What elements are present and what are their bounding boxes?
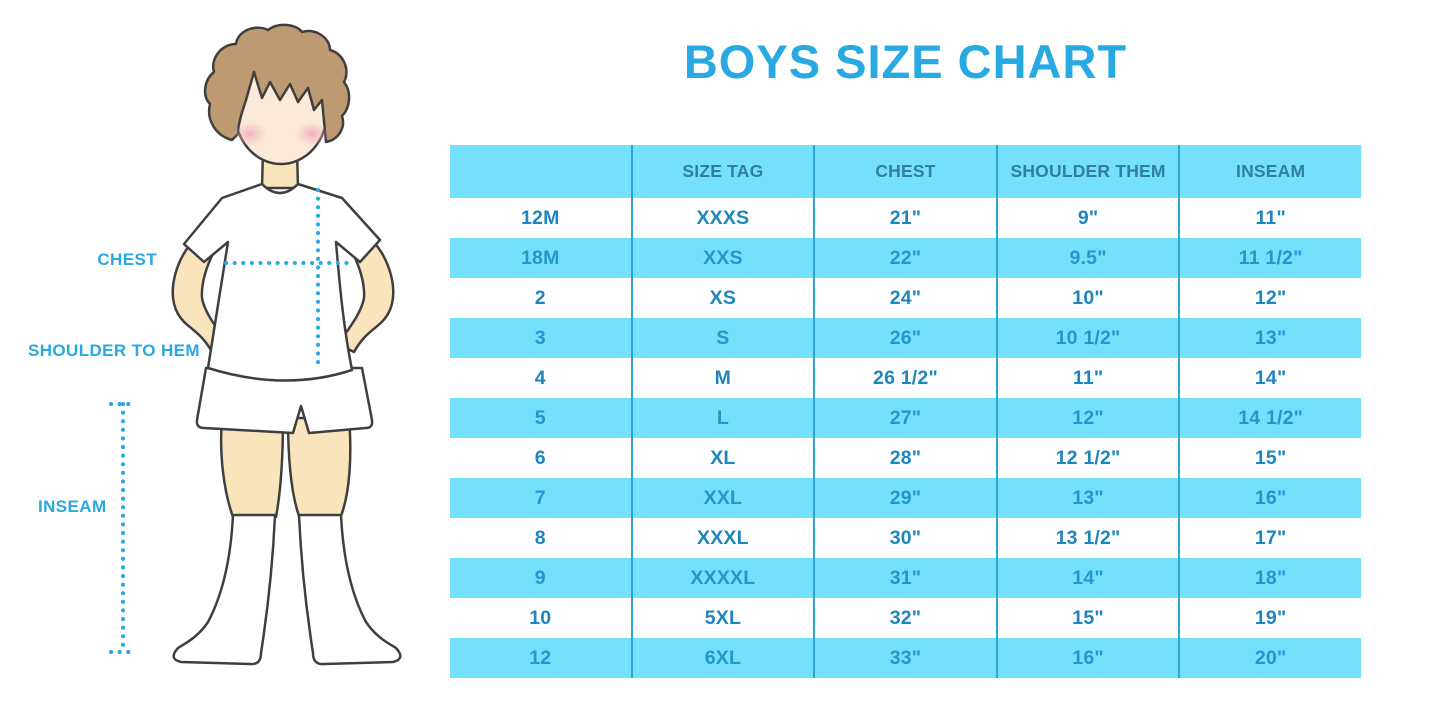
table-cell: XL	[630, 438, 814, 478]
table-cell: 12M	[521, 206, 560, 229]
table-cell: XXL	[630, 478, 814, 518]
boy-shorts	[195, 366, 374, 435]
table-cell: 18M	[521, 246, 560, 269]
table-cell: 6XL	[630, 638, 814, 678]
table-cell: 27"	[813, 398, 996, 438]
table-cell: 11"	[1178, 198, 1361, 238]
table-row: 10 5XL 32" 15" 19"	[450, 598, 1361, 638]
table-cell: M	[630, 358, 814, 398]
header-cell-blank	[450, 145, 631, 198]
measurement-figure: CHEST SHOULDER TO HEM INSEAM	[0, 0, 450, 723]
table-row: 12 6XL 33" 16" 20"	[450, 638, 1361, 678]
table-cell: 13 1/2"	[995, 518, 1179, 558]
table-row: 8 XXXL 30" 13 1/2" 17"	[450, 518, 1361, 558]
table-row: 12M XXXS 21" 9" 11"	[450, 198, 1361, 238]
table-cell: 10"	[995, 278, 1179, 318]
table-row: 18M XXS 22" 9.5" 11 1/2"	[450, 238, 1361, 278]
table-cell: 12 1/2"	[995, 438, 1179, 478]
table-cell: XXXS	[630, 198, 814, 238]
table-cell: 24"	[813, 278, 996, 318]
table-row: 2 XS 24" 10" 12"	[450, 278, 1361, 318]
header-cell-shoulder: SHOULDER THEM	[995, 145, 1179, 198]
table-cell: 29"	[813, 478, 996, 518]
table-row: 7 XXL 29" 13" 16"	[450, 478, 1361, 518]
table-cell: 14"	[1178, 358, 1361, 398]
table-cell: XXS	[630, 238, 814, 278]
table-row: 9 XXXXL 31" 14" 18"	[450, 558, 1361, 598]
boy-right-arm	[336, 236, 395, 354]
table-cell: 7	[534, 486, 546, 509]
table-cell: 32"	[813, 598, 996, 638]
table-cell: 9.5"	[995, 238, 1179, 278]
table-cell: 14"	[995, 558, 1179, 598]
table-cell: 12"	[995, 398, 1179, 438]
table-cell: 28"	[813, 438, 996, 478]
table-row: 5 L 27" 12" 14 1/2"	[450, 398, 1361, 438]
table-cell: 13"	[995, 478, 1179, 518]
table-cell: XS	[630, 278, 814, 318]
table-cell: 9"	[995, 198, 1179, 238]
table-cell: 5XL	[630, 598, 814, 638]
table-cell: 6	[534, 446, 546, 469]
table-cell: 10 1/2"	[995, 318, 1179, 358]
table-cell: 26"	[813, 318, 996, 358]
table-cell: 2	[534, 286, 546, 309]
table-cell: 11"	[995, 358, 1179, 398]
table-row: 6 XL 28" 12 1/2" 15"	[450, 438, 1361, 478]
header-cell-size-tag: SIZE TAG	[630, 145, 814, 198]
table-cell: 18"	[1178, 558, 1361, 598]
inseam-label: INSEAM	[38, 497, 107, 516]
boy-right-blush	[295, 122, 329, 146]
boy-left-sock	[172, 513, 277, 666]
table-cell: 13"	[1178, 318, 1361, 358]
table-cell: 3	[534, 326, 546, 349]
table-cell: 22"	[813, 238, 996, 278]
table-cell: S	[630, 318, 814, 358]
boy-right-sock	[297, 513, 402, 666]
table-cell: 30"	[813, 518, 996, 558]
table-cell: 4	[534, 366, 546, 389]
table-cell: XXXL	[630, 518, 814, 558]
table-cell: 16"	[995, 638, 1179, 678]
table-cell: 15"	[1178, 438, 1361, 478]
table-cell: 5	[534, 406, 546, 429]
table-cell: 8	[534, 526, 546, 549]
boy-left-blush	[233, 122, 267, 146]
table-row: 4 M 26 1/2" 11" 14"	[450, 358, 1361, 398]
table-cell: 12	[529, 646, 552, 669]
table-cell: 15"	[995, 598, 1179, 638]
boy-illustration	[109, 23, 402, 666]
table-cell: 16"	[1178, 478, 1361, 518]
header-cell-inseam: INSEAM	[1178, 145, 1361, 198]
boy-tshirt	[182, 182, 382, 382]
table-cell: XXXXL	[630, 558, 814, 598]
page-title: BOYS SIZE CHART	[683, 35, 1128, 88]
table-cell: 19"	[1178, 598, 1361, 638]
table-cell: 11 1/2"	[1178, 238, 1361, 278]
table-cell: 31"	[813, 558, 996, 598]
table-row: 3 S 26" 10 1/2" 13"	[450, 318, 1361, 358]
shoulder-to-hem-label: SHOULDER TO HEM	[28, 341, 200, 360]
chest-label: CHEST	[97, 250, 157, 269]
boy-hair	[203, 23, 351, 144]
table-cell: L	[630, 398, 814, 438]
size-table: SIZE TAG CHEST SHOULDER THEM INSEAM 12M …	[450, 145, 1361, 678]
table-cell: 33"	[813, 638, 996, 678]
table-cell: 9	[534, 566, 546, 589]
table-header-row: SIZE TAG CHEST SHOULDER THEM INSEAM	[450, 145, 1361, 198]
table-cell: 12"	[1178, 278, 1361, 318]
table-cell: 21"	[813, 198, 996, 238]
header-cell-chest: CHEST	[813, 145, 996, 198]
table-cell: 17"	[1178, 518, 1361, 558]
table-cell: 10	[529, 606, 552, 629]
table-cell: 20"	[1178, 638, 1361, 678]
table-cell: 14 1/2"	[1178, 398, 1361, 438]
table-cell: 26 1/2"	[813, 358, 996, 398]
